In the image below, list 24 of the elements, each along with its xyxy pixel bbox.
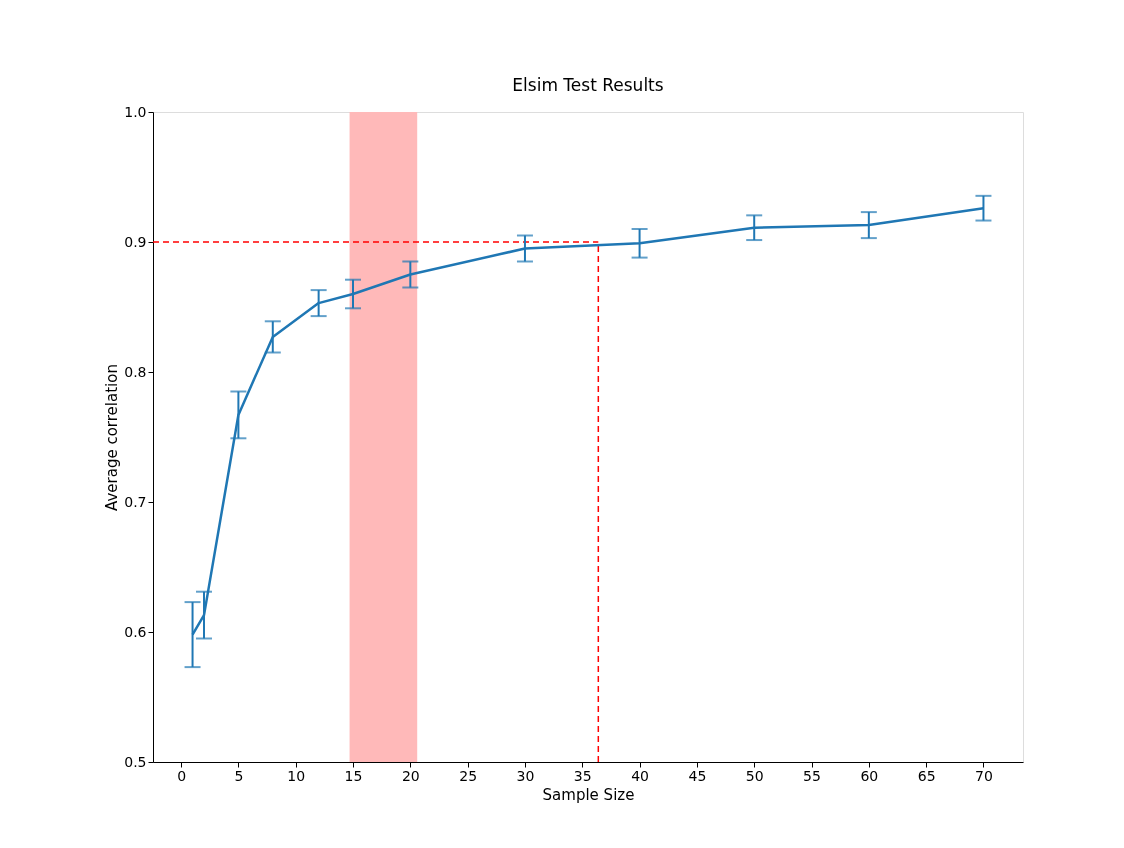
x-tick-label: 25 [459, 767, 478, 784]
x-tick-label: 0 [177, 767, 187, 784]
x-axis-title: Sample Size [542, 785, 635, 804]
y-tick-label: 0.6 [124, 623, 147, 640]
x-tick-label: 60 [860, 767, 879, 784]
x-tick-label: 5 [234, 767, 244, 784]
x-tick-label: 40 [631, 767, 649, 784]
x-tick-label: 65 [917, 767, 936, 784]
x-tick-label: 10 [287, 767, 306, 784]
x-tick-label: 45 [688, 767, 707, 784]
x-tick-label: 50 [745, 767, 764, 784]
y-tick-label: 0.7 [124, 493, 147, 510]
x-tick-label: 15 [344, 767, 363, 784]
y-tick-label: 1.0 [124, 103, 147, 120]
y-tick-label: 0.9 [124, 233, 147, 250]
x-tick-label: 55 [803, 767, 821, 784]
y-tick-label: 0.8 [124, 363, 147, 380]
chart-title: Elsim Test Results [512, 75, 664, 95]
y-tick-label: 0.5 [124, 753, 147, 770]
x-tick-label: 20 [401, 767, 420, 784]
y-axis-title: Average correlation [103, 364, 122, 511]
x-tick-label: 70 [975, 767, 993, 784]
x-tick-label: 35 [573, 767, 592, 784]
x-tick-label: 30 [516, 767, 535, 784]
